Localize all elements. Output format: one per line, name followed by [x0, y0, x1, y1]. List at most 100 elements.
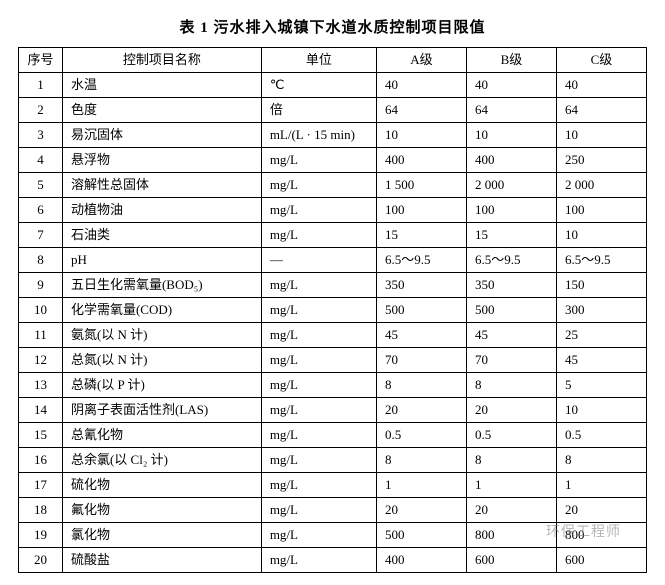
cell-b: 1 [466, 473, 556, 498]
table-row: 12总氮(以 N 计)mg/L707045 [19, 348, 647, 373]
cell-name: 悬浮物 [62, 148, 261, 173]
cell-a: 1 [376, 473, 466, 498]
cell-b: 350 [466, 273, 556, 298]
cell-c: 5 [556, 373, 646, 398]
cell-b: 45 [466, 323, 556, 348]
cell-index: 10 [19, 298, 63, 323]
cell-c: 10 [556, 398, 646, 423]
cell-unit: mg/L [261, 348, 376, 373]
col-b: B级 [466, 48, 556, 73]
table-row: 14阴离子表面活性剂(LAS)mg/L202010 [19, 398, 647, 423]
cell-a: 500 [376, 523, 466, 548]
table-title: 表 1 污水排入城镇下水道水质控制项目限值 [18, 16, 647, 37]
cell-unit: mg/L [261, 548, 376, 573]
cell-index: 16 [19, 448, 63, 473]
cell-name: 总氮(以 N 计) [62, 348, 261, 373]
table-row: 17硫化物mg/L111 [19, 473, 647, 498]
cell-a: 350 [376, 273, 466, 298]
cell-a: 45 [376, 323, 466, 348]
cell-unit: mg/L [261, 398, 376, 423]
cell-name: 总余氯(以 Cl₂ 计) [62, 448, 261, 473]
table-row: 3易沉固体mL/(L · 15 min)101010 [19, 123, 647, 148]
cell-a: 400 [376, 548, 466, 573]
cell-unit: ℃ [261, 73, 376, 98]
table-row: 5溶解性总固体mg/L1 5002 0002 000 [19, 173, 647, 198]
col-c: C级 [556, 48, 646, 73]
cell-index: 15 [19, 423, 63, 448]
cell-name: 氨氮(以 N 计) [62, 323, 261, 348]
cell-c: 8 [556, 448, 646, 473]
cell-unit: mL/(L · 15 min) [261, 123, 376, 148]
cell-a: 100 [376, 198, 466, 223]
table-row: 18氟化物mg/L202020 [19, 498, 647, 523]
cell-name: 溶解性总固体 [62, 173, 261, 198]
table-body: 1水温℃4040402色度倍6464643易沉固体mL/(L · 15 min)… [19, 73, 647, 573]
cell-unit: mg/L [261, 448, 376, 473]
cell-unit: mg/L [261, 148, 376, 173]
cell-a: 6.5～9.5 [376, 248, 466, 273]
cell-name: 硫酸盐 [62, 548, 261, 573]
cell-index: 17 [19, 473, 63, 498]
cell-name: 总磷(以 P 计) [62, 373, 261, 398]
cell-c: 45 [556, 348, 646, 373]
cell-b: 8 [466, 373, 556, 398]
col-a: A级 [376, 48, 466, 73]
cell-index: 2 [19, 98, 63, 123]
cell-a: 20 [376, 498, 466, 523]
cell-c: 10 [556, 123, 646, 148]
cell-a: 10 [376, 123, 466, 148]
cell-name: 易沉固体 [62, 123, 261, 148]
cell-b: 0.5 [466, 423, 556, 448]
cell-c: 64 [556, 98, 646, 123]
cell-c: 2 000 [556, 173, 646, 198]
cell-b: 70 [466, 348, 556, 373]
cell-name: pH [62, 248, 261, 273]
cell-c: 1 [556, 473, 646, 498]
cell-b: 2 000 [466, 173, 556, 198]
cell-a: 40 [376, 73, 466, 98]
cell-a: 64 [376, 98, 466, 123]
cell-unit: mg/L [261, 298, 376, 323]
cell-name: 色度 [62, 98, 261, 123]
table-row: 2色度倍646464 [19, 98, 647, 123]
cell-index: 18 [19, 498, 63, 523]
cell-c: 300 [556, 298, 646, 323]
cell-name: 动植物油 [62, 198, 261, 223]
cell-unit: mg/L [261, 523, 376, 548]
cell-unit: mg/L [261, 473, 376, 498]
cell-index: 1 [19, 73, 63, 98]
cell-index: 4 [19, 148, 63, 173]
cell-name: 硫化物 [62, 473, 261, 498]
table-row: 11氨氮(以 N 计)mg/L454525 [19, 323, 647, 348]
cell-b: 40 [466, 73, 556, 98]
table-row: 6动植物油mg/L100100100 [19, 198, 647, 223]
cell-name: 石油类 [62, 223, 261, 248]
cell-name: 五日生化需氧量(BOD₅) [62, 273, 261, 298]
cell-a: 1 500 [376, 173, 466, 198]
cell-name: 化学需氧量(COD) [62, 298, 261, 323]
cell-c: 150 [556, 273, 646, 298]
cell-c: 10 [556, 223, 646, 248]
cell-a: 0.5 [376, 423, 466, 448]
table-row: 13总磷(以 P 计)mg/L885 [19, 373, 647, 398]
cell-index: 14 [19, 398, 63, 423]
table-row: 7石油类mg/L151510 [19, 223, 647, 248]
cell-index: 6 [19, 198, 63, 223]
cell-b: 6.5～9.5 [466, 248, 556, 273]
table-header-row: 序号 控制项目名称 单位 A级 B级 C级 [19, 48, 647, 73]
cell-index: 3 [19, 123, 63, 148]
cell-index: 7 [19, 223, 63, 248]
col-unit: 单位 [261, 48, 376, 73]
cell-c: 100 [556, 198, 646, 223]
cell-b: 100 [466, 198, 556, 223]
cell-a: 500 [376, 298, 466, 323]
cell-b: 800 [466, 523, 556, 548]
cell-index: 8 [19, 248, 63, 273]
cell-name: 氯化物 [62, 523, 261, 548]
table-row: 9五日生化需氧量(BOD₅)mg/L350350150 [19, 273, 647, 298]
cell-unit: mg/L [261, 498, 376, 523]
cell-b: 20 [466, 498, 556, 523]
cell-c: 0.5 [556, 423, 646, 448]
cell-b: 8 [466, 448, 556, 473]
cell-c: 6.5～9.5 [556, 248, 646, 273]
